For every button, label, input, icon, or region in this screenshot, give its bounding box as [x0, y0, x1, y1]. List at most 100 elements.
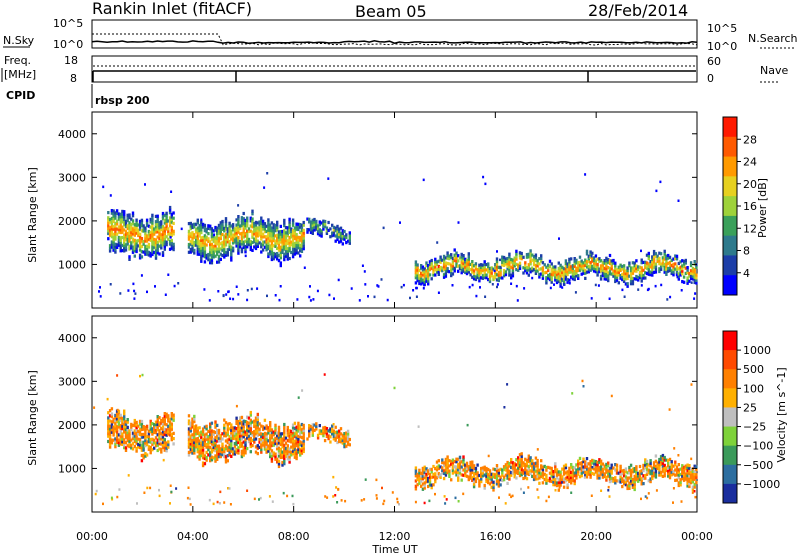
velocity-cell: [577, 464, 580, 468]
power-cell: [214, 236, 217, 240]
velocity-cell: [256, 418, 259, 422]
velocity-cell: [659, 462, 663, 467]
velocity-cell: [562, 485, 566, 489]
velocity-cell: [649, 480, 652, 484]
velocity-y-tick-label: 1000: [58, 462, 86, 475]
power-cell: [128, 234, 131, 238]
velocity-cell: [564, 476, 568, 480]
velocity-cell: [201, 440, 205, 444]
velocity-cell: [541, 481, 545, 485]
power-cell: [163, 245, 166, 249]
power-cell: [254, 226, 258, 230]
power-cell: [437, 264, 440, 269]
power-cell: [566, 267, 569, 271]
power-cell: [568, 278, 571, 282]
power-cell: [649, 265, 652, 269]
velocity-cell: [302, 431, 305, 435]
velocity-cell: [214, 446, 217, 450]
power-cell: [640, 276, 643, 280]
velocity-cell: [235, 404, 238, 408]
power-cell: [233, 237, 237, 241]
velocity-cell: [154, 420, 158, 424]
velocity-cell: [175, 487, 178, 490]
velocity-cell: [265, 448, 268, 452]
power-cell: [409, 296, 411, 300]
velocity-cell: [600, 489, 603, 492]
power-cell: [283, 218, 286, 222]
power-cell: [423, 267, 426, 271]
power-cell: [291, 242, 295, 246]
power-cell: [515, 262, 518, 266]
velocity-cell: [193, 435, 196, 439]
power-cell: [430, 264, 433, 268]
power-cell: [254, 246, 258, 251]
power-cell: [652, 257, 656, 261]
velocity-cell: [277, 451, 281, 455]
power-cell: [144, 244, 147, 248]
velocity-cell: [240, 455, 244, 459]
velocity-cell: [119, 432, 122, 436]
power-cell: [198, 239, 201, 243]
power-cell: [244, 218, 247, 222]
velocity-cell: [139, 374, 141, 378]
power-cell: [425, 264, 428, 268]
velocity-cell: [545, 499, 548, 503]
velocity-cell: [128, 439, 131, 443]
power-cell: [283, 221, 286, 225]
power-cell: [112, 214, 115, 218]
power-cell: [135, 244, 138, 248]
power-cell: [291, 229, 295, 233]
velocity-cell: [237, 430, 240, 434]
velocity-cell: [416, 475, 419, 479]
power-cell: [244, 247, 247, 251]
power-cell: [221, 253, 224, 258]
velocity-cell: [506, 383, 509, 386]
velocity-cell: [615, 479, 619, 483]
velocity-cell: [193, 438, 196, 442]
power-cell: [209, 242, 212, 247]
power-cell: [161, 230, 165, 234]
velocity-cell: [224, 439, 228, 443]
power-cell: [527, 273, 530, 277]
power-cell: [124, 243, 128, 247]
velocity-cell: [585, 472, 589, 476]
power-cell: [647, 270, 650, 274]
power-cell: [193, 248, 196, 252]
velocity-cell: [135, 423, 138, 427]
power-cell: [196, 252, 199, 256]
velocity-cell: [529, 458, 532, 462]
power-cell: [147, 232, 151, 236]
power-cell: [300, 234, 304, 238]
velocity-cell: [108, 432, 112, 436]
velocity-cell: [270, 436, 274, 440]
power-cell: [140, 223, 144, 228]
power-cell: [242, 222, 245, 226]
power-cell: [585, 260, 589, 264]
velocity-cell: [274, 452, 277, 456]
velocity-cell: [495, 471, 499, 475]
velocity-cell: [107, 411, 110, 415]
velocity-cell: [605, 470, 608, 474]
velocity-cell: [244, 419, 247, 424]
velocity-cell: [487, 467, 490, 472]
velocity-cell: [172, 437, 175, 441]
power-cell: [633, 261, 636, 265]
velocity-cell: [140, 443, 144, 447]
velocity-cell: [573, 482, 576, 486]
power-cell: [283, 252, 286, 256]
power-cell: [117, 212, 121, 216]
velocity-cell: [274, 457, 277, 461]
velocity-cell: [295, 441, 298, 445]
velocity-cell: [465, 474, 469, 478]
velocity-cell: [244, 451, 247, 455]
velocity-cell: [140, 453, 144, 458]
velocity-cell: [283, 462, 286, 466]
power-cell: [240, 237, 244, 241]
velocity-cell: [651, 476, 654, 481]
velocity-cell: [476, 463, 479, 467]
velocity-cell: [265, 437, 268, 441]
power-cell: [284, 231, 288, 235]
power-cell: [337, 278, 340, 282]
power-cell: [251, 222, 254, 226]
velocity-cell: [230, 454, 233, 458]
